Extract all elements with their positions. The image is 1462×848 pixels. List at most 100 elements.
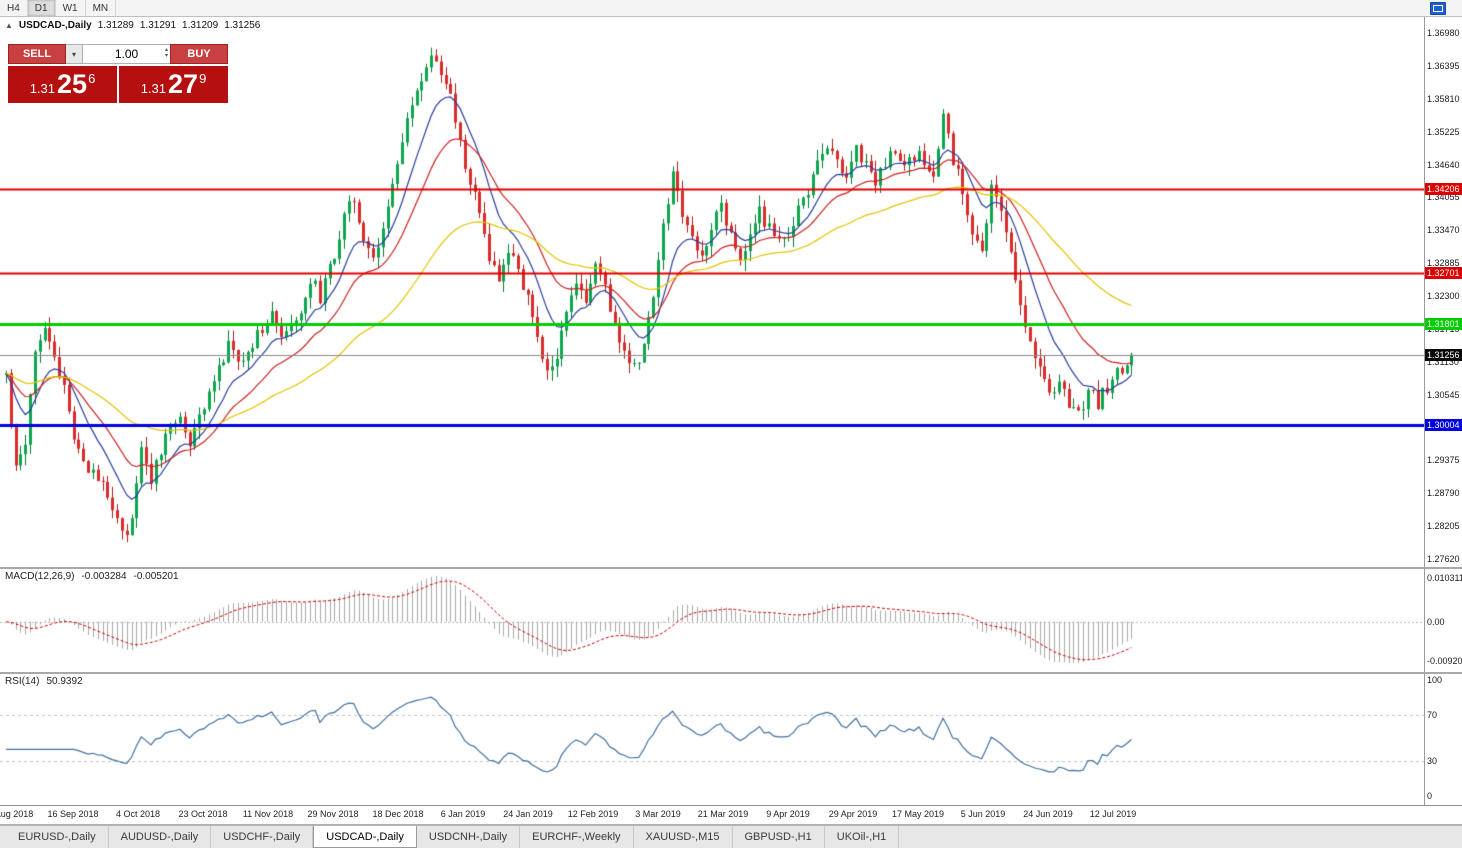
macd-axis-label: 0.00: [1427, 616, 1445, 627]
ohlc-low-value: 1.31209: [182, 20, 219, 31]
spinner-up-icon: ▴: [164, 47, 168, 53]
date-label: 11 Nov 2018: [242, 809, 294, 819]
date-label: 29 Apr 2019: [828, 809, 878, 819]
date-label: 23 Oct 2018: [178, 809, 228, 819]
trade-prices-row: 1.31 25 6 1.31 27 9: [8, 66, 228, 103]
one-click-trading-panel: SELL ▾ 1.00 ▴ ▾ BUY 1.31 25 6 1.31 2: [8, 44, 228, 103]
level-price-badge: 1.34206: [1425, 182, 1462, 195]
rsi-canvas[interactable]: [0, 674, 1424, 804]
buy-price-pipette: 9: [199, 70, 207, 86]
bid-price-badge: 1.31256: [1425, 348, 1462, 361]
symbol-tab[interactable]: USDCAD-,Daily: [313, 826, 417, 848]
price-chart-canvas[interactable]: [0, 17, 1424, 565]
sell-price-prefix: 1.31: [29, 81, 56, 96]
ohlc-close-value: 1.31256: [224, 20, 261, 31]
rsi-axis-label: 30: [1427, 756, 1438, 767]
sell-button[interactable]: SELL: [8, 44, 66, 64]
level-price-badge: 1.31801: [1425, 318, 1462, 331]
volume-value: 1.00: [114, 47, 139, 61]
rsi-axis: 100 70 30 0: [1424, 674, 1462, 805]
macd-indicator-pane: MACD(12,26,9) -0.003284 -0.005201 0.0103…: [0, 569, 1462, 674]
macd-axis: 0.010311 0.00 -0.009203: [1424, 569, 1462, 672]
volume-spinner[interactable]: ▴ ▾: [165, 47, 168, 59]
symbol-tab[interactable]: USDCHF-,Daily: [211, 826, 314, 848]
rsi-axis-label: 0: [1427, 791, 1433, 801]
rsi-value: 50.9392: [46, 676, 83, 687]
price-tick: 1.32885: [1427, 258, 1460, 269]
price-tick: 1.35225: [1427, 126, 1460, 137]
date-label: 5 Jun 2019: [960, 809, 1006, 819]
buy-price-prefix: 1.31: [140, 81, 167, 96]
timeframe-toolbar: H4 D1 W1 MN: [0, 0, 1462, 17]
price-tick: 1.27620: [1427, 554, 1460, 564]
price-tick: 1.31130: [1427, 356, 1459, 367]
price-axis: 1.36980 1.36395 1.35810 1.35225 1.34640 1.340…: [1424, 17, 1462, 567]
sell-price-pipette: 6: [88, 70, 96, 86]
date-label: 17 May 2019: [891, 809, 945, 819]
price-tick: 1.28790: [1427, 488, 1460, 499]
ohlc-high-value: 1.31291: [139, 20, 177, 31]
symbol-tab[interactable]: EURUSD-,Daily: [6, 826, 109, 848]
trade-controls-row: SELL ▾ 1.00 ▴ ▾ BUY: [8, 44, 228, 64]
date-label: 4 Oct 2018: [115, 809, 161, 819]
symbol-tab[interactable]: GBPUSD-,H1: [733, 826, 825, 848]
timeframe-buttons-group: H4 D1 W1 MN: [0, 0, 117, 16]
price-tick: 1.30545: [1427, 389, 1460, 400]
spinner-down-icon: ▾: [164, 53, 168, 59]
price-tick: 1.34055: [1427, 192, 1460, 203]
buy-price-big: 27: [168, 69, 199, 99]
price-tick: 1.33470: [1427, 225, 1460, 236]
rsi-name-label: RSI(14): [5, 676, 40, 687]
symbol-tab[interactable]: XAUUSD-,M15: [634, 826, 733, 848]
volume-input[interactable]: 1.00 ▴ ▾: [83, 44, 170, 64]
price-tick: 1.35810: [1427, 93, 1460, 104]
macd-header: MACD(12,26,9) -0.003284 -0.005201: [5, 571, 179, 582]
price-tick: 1.29375: [1427, 455, 1460, 466]
date-label: 18 Dec 2018: [372, 809, 424, 819]
ohlc-open-value: 1.31289: [97, 20, 134, 31]
chart-window-icon[interactable]: [1430, 2, 1446, 15]
date-label: 21 Mar 2019: [697, 809, 749, 819]
timeframe-button-h4[interactable]: H4: [0, 0, 28, 16]
symbol-tab[interactable]: EURCHF-,Weekly: [520, 826, 634, 848]
collapse-trade-panel-icon[interactable]: ▲: [5, 21, 13, 30]
timeframe-button-mn[interactable]: MN: [86, 0, 117, 16]
date-label: 12 Jul 2019: [1089, 809, 1137, 819]
macd-name-label: MACD(12,26,9): [5, 571, 75, 582]
chart-tabs-bar: EURUSD-,Daily AUDUSD-,Daily USDCHF-,Daily U…: [0, 825, 1462, 848]
caret-down-icon: ▾: [71, 49, 76, 59]
chart-header: ▲ USDCAD-,Daily 1.31289 1.31291 1.31209 …: [5, 20, 260, 31]
buy-button[interactable]: BUY: [170, 44, 228, 64]
date-label: 6 Jan 2019: [440, 809, 486, 819]
rsi-axis-label: 70: [1427, 709, 1438, 720]
buy-price-box[interactable]: 1.31 27 9: [119, 66, 228, 103]
date-label: 28 Aug 2018: [0, 809, 34, 819]
date-label: 29 Nov 2018: [307, 809, 359, 819]
macd-canvas[interactable]: [0, 569, 1424, 670]
price-tick: 1.32300: [1427, 291, 1460, 301]
date-label: 12 Feb 2019: [567, 809, 619, 819]
timeframe-button-w1[interactable]: W1: [56, 0, 86, 16]
macd-axis-label: 0.010311: [1427, 572, 1462, 583]
rsi-axis-label: 100: [1427, 675, 1443, 685]
date-label: 16 Sep 2018: [47, 809, 99, 819]
price-tick: 1.36395: [1427, 60, 1460, 71]
date-label: 24 Jun 2019: [1023, 809, 1073, 819]
chart-symbol-label: USDCAD-,Daily: [18, 20, 92, 31]
rsi-header: RSI(14) 50.9392: [5, 676, 83, 687]
timeframe-button-d1[interactable]: D1: [27, 0, 56, 16]
symbol-tab[interactable]: UKOil-,H1: [825, 826, 900, 848]
sell-price-box[interactable]: 1.31 25 6: [8, 66, 117, 103]
price-tick: 1.34640: [1427, 159, 1460, 170]
price-tick: 1.36980: [1427, 28, 1460, 38]
symbol-tab[interactable]: USDCNH-,Daily: [417, 826, 521, 848]
price-tick: 1.28205: [1427, 521, 1460, 532]
date-label: 3 Mar 2019: [635, 809, 681, 819]
macd-signal-value: -0.005201: [133, 571, 179, 582]
sell-price-big: 25: [57, 69, 88, 99]
date-label: 24 Jan 2019: [503, 809, 553, 819]
symbol-tab[interactable]: AUDUSD-,Daily: [109, 826, 212, 848]
volume-dropdown-button[interactable]: ▾: [66, 44, 83, 64]
date-axis: 28 Aug 2018 16 Sep 2018 4 Oct 2018 23 Oct 2…: [0, 806, 1462, 825]
